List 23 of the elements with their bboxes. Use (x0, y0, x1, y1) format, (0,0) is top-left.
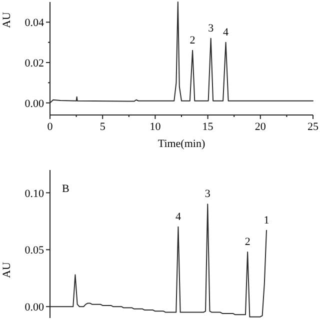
y-tick-label: 0.00 (24, 302, 44, 314)
y-tick-label: 0.00 (24, 98, 44, 110)
y-tick-label: 0.04 (24, 17, 44, 30)
y-tick-label: 0.02 (24, 58, 44, 70)
y-tick-label: 0.05 (24, 244, 44, 257)
annotation: 4 (175, 210, 182, 223)
annotation: 3 (208, 22, 214, 34)
x-tick-label: 15 (202, 121, 214, 133)
x-tick-label: 10 (150, 121, 162, 133)
y-tick-label: 0.10 (24, 188, 44, 200)
annotation: 2 (244, 236, 250, 248)
annotation: 4 (223, 26, 230, 38)
x-axis-title: Time(min) (158, 138, 206, 150)
x-tick-label: 20 (254, 121, 266, 133)
annotation: 3 (204, 188, 211, 200)
annotation: B (62, 183, 70, 195)
y-axis-title: AU (1, 262, 13, 278)
annotation: 2 (190, 34, 196, 46)
x-tick-label: 5 (100, 121, 106, 133)
x-tick-label: 0 (47, 121, 54, 133)
y-axis-title: AU (1, 12, 13, 28)
annotation: 1 (264, 214, 270, 226)
x-tick-label: 25 (308, 121, 319, 133)
